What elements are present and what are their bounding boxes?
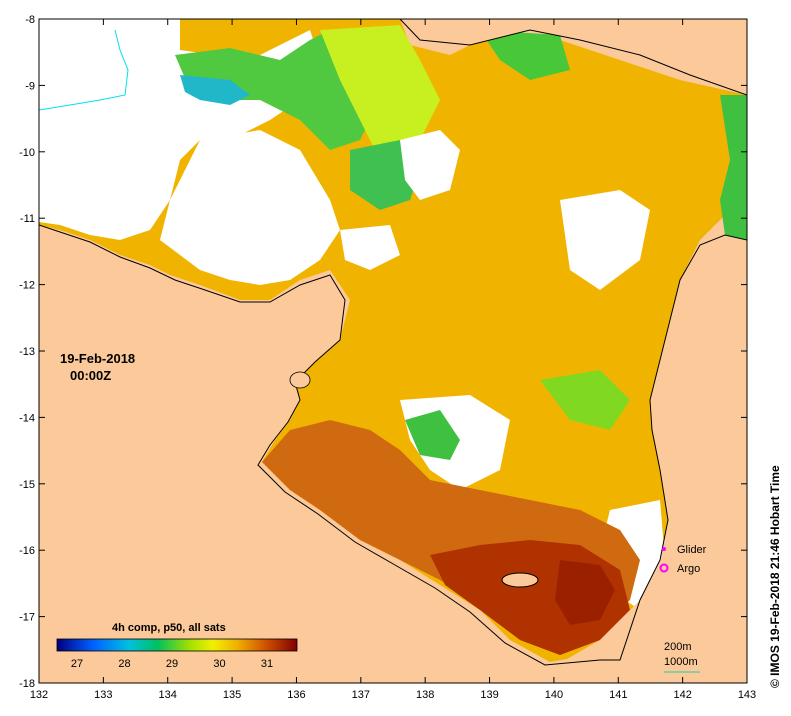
cool-region-north (175, 30, 380, 150)
legend-argo: Argo (659, 563, 700, 575)
lon-tick-label: 136 (287, 689, 305, 701)
lon-tick-label: 137 (352, 689, 370, 701)
axis-ticks: 132 133 134 135 136 137 138 139 140 141 142 143 -8 -9… (19, 14, 756, 701)
groote-island (289, 371, 311, 389)
lat-tick-label: -14 (19, 412, 35, 424)
cloud-patch-west (340, 225, 400, 270)
colorbar-labels: 27 28 29 30 31 (71, 658, 273, 670)
glider-marker-icon (662, 547, 666, 551)
no-data-region-2 (160, 130, 340, 285)
colorbar-tick-label: 30 (213, 658, 225, 670)
lon-tick-label: 138 (416, 689, 434, 701)
hot-core (555, 560, 615, 625)
cape-york-land (400, 19, 747, 95)
argo-marker-icon (659, 563, 669, 573)
colorbar-tick-label: 31 (261, 658, 273, 670)
lat-tick-label: -9 (25, 80, 35, 92)
lon-tick-label: 140 (545, 689, 563, 701)
map-date: 19-Feb-2018 (60, 351, 135, 366)
lat-tick-label: -10 (19, 147, 35, 159)
colorbar-tick-label: 28 (118, 658, 130, 670)
legend-glider: Glider (662, 544, 707, 556)
lon-tick-label: 142 (673, 689, 691, 701)
cloud-patch-east (560, 190, 650, 290)
cyan-contour (39, 29, 129, 111)
lon-tick-label: 132 (30, 689, 48, 701)
argo-label: Argo (677, 563, 700, 575)
scale-200m: 200m (664, 641, 692, 653)
lat-tick-label: -8 (25, 14, 35, 26)
west-land (39, 225, 545, 683)
lat-tick-label: -18 (19, 678, 35, 690)
credit-text: © IMOS 19-Feb-2018 21:46 Hobart Time (768, 465, 782, 688)
colorbar-tick-label: 29 (166, 658, 178, 670)
green-northeast (480, 30, 570, 80)
colorbar-title: 4h comp, p50, all sats (112, 622, 226, 634)
lon-tick-label: 133 (94, 689, 112, 701)
lat-tick-label: -17 (19, 612, 35, 624)
lat-tick-label: -11 (20, 213, 35, 225)
lat-tick-label: -13 (19, 346, 35, 358)
glider-label: Glider (677, 544, 707, 556)
cloud-patch-central (400, 130, 460, 200)
scale-1000m: 1000m (664, 656, 698, 668)
lon-tick-label: 141 (609, 689, 627, 701)
colorbar (56, 638, 298, 652)
green-south-2 (540, 370, 630, 430)
mornington-island (501, 572, 539, 588)
east-coast-land (560, 235, 747, 683)
lon-tick-label: 134 (159, 689, 177, 701)
lon-tick-label: 143 (738, 689, 756, 701)
lon-tick-label: 139 (480, 689, 498, 701)
green-east (720, 95, 747, 240)
lat-tick-label: -15 (19, 479, 35, 491)
coastline (39, 224, 747, 666)
cyan-region (180, 75, 250, 105)
lat-tick-label: -12 (19, 280, 35, 292)
colorbar-tick-label: 27 (71, 658, 83, 670)
lon-tick-label: 135 (223, 689, 241, 701)
map-time: 00:00Z (70, 368, 111, 383)
lat-tick-label: -16 (19, 545, 35, 557)
coastline-north (399, 19, 747, 96)
map-plot-area (39, 19, 747, 683)
green-south (405, 410, 460, 460)
